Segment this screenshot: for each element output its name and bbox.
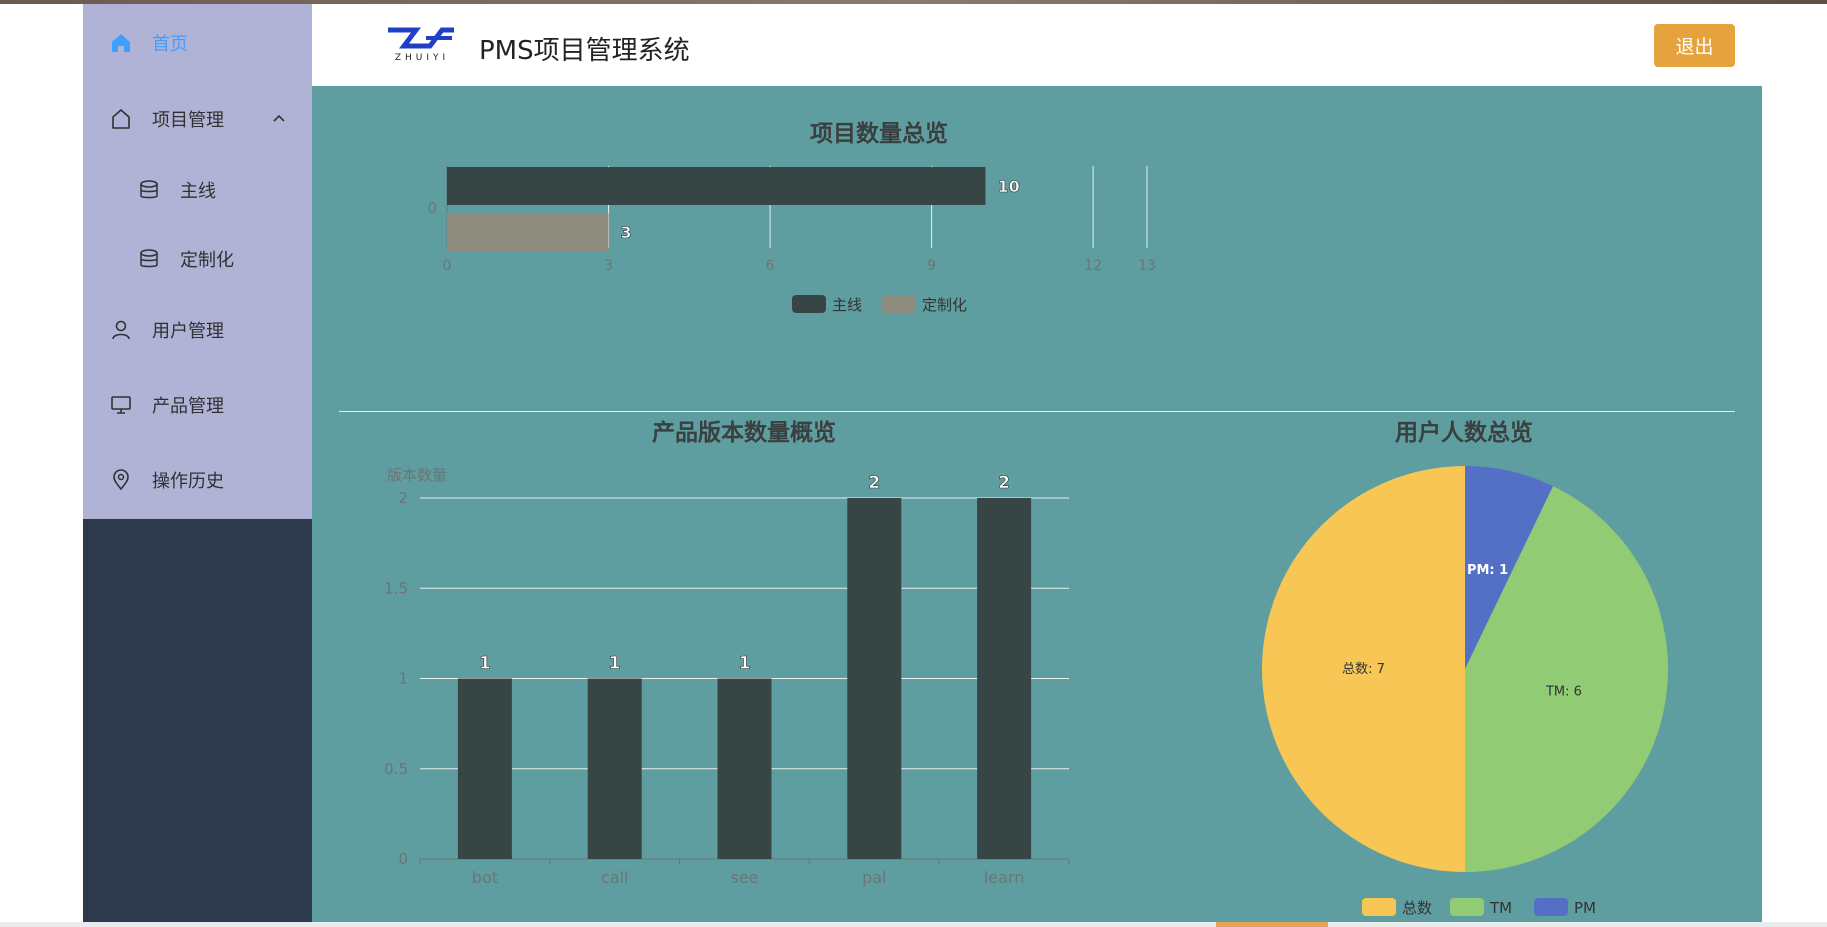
company-logo: ZHUIYI	[386, 24, 458, 70]
app-title: PMS项目管理系统	[479, 36, 690, 66]
bar-value-label: 3	[621, 223, 632, 242]
sidebar-item-label: 首页	[152, 34, 188, 55]
sidebar-item-label: 主线	[180, 181, 216, 202]
window-bottom-edge	[0, 922, 1827, 927]
pie-slice-总数	[1262, 466, 1465, 872]
database-icon	[138, 179, 160, 201]
sidebar-item-operation-history[interactable]: 操作历史	[83, 460, 312, 500]
x-tick-label: bot	[472, 868, 498, 887]
x-tick-label: 9	[927, 258, 936, 274]
sidebar-menu: 首页 项目管理 主线 定制化 用户管理	[83, 4, 312, 519]
y-tick-label: 1.5	[384, 579, 408, 597]
chart-title-user-count: 用户人数总览	[1395, 420, 1533, 446]
section-divider	[339, 411, 1735, 412]
sidebar-item-mainline[interactable]: 主线	[83, 170, 312, 210]
sidebar-item-label: 产品管理	[152, 396, 224, 417]
chevron-up-icon[interactable]	[269, 109, 289, 129]
user-count-chart: PM: 1 TM: 6 总数: 7 总数 TM PM	[1262, 466, 1668, 917]
legend-swatch-主线	[792, 295, 826, 313]
legend-swatch-TM	[1450, 898, 1484, 916]
bar-value-label: 1	[479, 654, 491, 674]
bar-bot	[457, 678, 512, 859]
legend-label: 总数	[1402, 899, 1432, 917]
x-tick-label: call	[601, 868, 629, 887]
sidebar-item-label: 项目管理	[152, 110, 224, 131]
exit-button[interactable]: 退出	[1654, 24, 1735, 67]
bar-value-label: 2	[998, 473, 1010, 493]
y-tick-label: 0	[398, 850, 408, 868]
home-icon	[110, 32, 132, 54]
sidebar-item-label: 定制化	[180, 250, 234, 271]
bar-value-label: 1	[739, 654, 751, 674]
sidebar-item-label: 操作历史	[152, 471, 224, 492]
pie-slice-PM	[1465, 466, 1554, 669]
x-tick-label: 0	[443, 258, 452, 274]
dashboard-panel: 项目数量总览 0 3 6 9 12 13 0 10 3 主线 定制化 产品版本数量概览 版本数量 0 0…	[312, 86, 1762, 922]
y-axis-title: 版本数量	[387, 466, 447, 484]
sidebar-item-user-management[interactable]: 用户管理	[83, 310, 312, 350]
bar-learn	[977, 498, 1032, 859]
sidebar-item-project-management[interactable]: 项目管理	[83, 99, 312, 139]
sidebar-item-product-management[interactable]: 产品管理	[83, 385, 312, 425]
location-pin-icon	[110, 469, 132, 491]
x-tick-label: see	[730, 868, 758, 887]
top-header: ZHUIYI PMS项目管理系统 退出	[312, 4, 1762, 86]
legend-label: TM	[1489, 899, 1512, 917]
logo-text: ZHUIYI	[395, 53, 449, 63]
sidebar: 首页 项目管理 主线 定制化 用户管理	[83, 4, 312, 922]
x-tick-label: 6	[766, 258, 775, 274]
pie-slice-label: 总数: 7	[1342, 662, 1385, 677]
chart-title-project-count: 项目数量总览	[810, 121, 948, 147]
legend-swatch-PM	[1534, 898, 1568, 916]
sidebar-item-customization[interactable]: 定制化	[83, 239, 312, 279]
legend-swatch-定制化	[882, 295, 916, 313]
product-version-chart: 版本数量 0 0.5 1 1.5 2 1 bot 1 call 1 see 2 pal 2 learn	[384, 466, 1070, 887]
bar-主线	[447, 167, 986, 205]
legend-label: 定制化	[922, 296, 967, 314]
sidebar-item-label: 用户管理	[152, 321, 224, 342]
pie-slice-TM	[1465, 486, 1668, 872]
chart-title-product-versions: 产品版本数量概览	[652, 420, 836, 446]
bar-value-label: 1	[609, 654, 621, 674]
user-icon	[110, 319, 132, 341]
house-outline-icon	[110, 108, 132, 130]
y-tick-label: 2	[398, 489, 408, 507]
bar-定制化	[447, 213, 609, 251]
sidebar-item-home[interactable]: 首页	[83, 23, 312, 63]
bar-pal	[847, 498, 902, 859]
y-tick-label: 0.5	[384, 760, 408, 778]
x-tick-label: 3	[604, 258, 613, 274]
bar-call	[587, 678, 642, 859]
x-tick-label: 13	[1138, 258, 1156, 274]
x-tick-label: learn	[984, 868, 1025, 887]
monitor-icon	[110, 394, 132, 416]
bar-value-label: 2	[868, 473, 880, 493]
pie-slice-label: TM: 6	[1545, 685, 1582, 700]
bar-see	[717, 678, 772, 859]
x-tick-label: pal	[862, 868, 886, 887]
project-count-chart: 0 3 6 9 12 13 0 10 3 主线 定制化	[427, 166, 1156, 314]
legend-label: PM	[1574, 899, 1596, 917]
y-tick-label: 1	[398, 670, 408, 688]
legend-label: 主线	[832, 296, 862, 314]
y-tick-label: 0	[427, 199, 437, 217]
window-top-edge	[0, 0, 1827, 4]
x-tick-label: 12	[1084, 258, 1102, 274]
bar-value-label: 10	[997, 177, 1019, 196]
database-icon	[138, 248, 160, 270]
legend-swatch-总数	[1362, 898, 1396, 916]
pie-slice-label: PM: 1	[1467, 563, 1508, 578]
